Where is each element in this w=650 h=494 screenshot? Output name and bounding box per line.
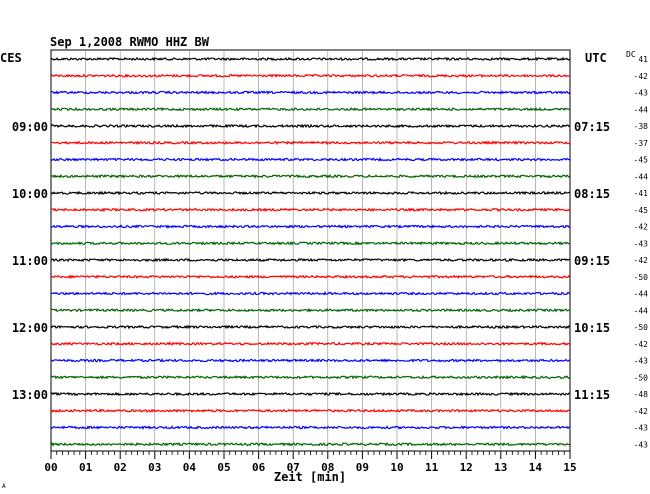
right-time-label: 09:15 bbox=[574, 254, 610, 268]
left-time-label: 09:00 bbox=[12, 120, 48, 134]
seismic-traces bbox=[50, 56, 571, 447]
right-axis-label: UTC bbox=[585, 51, 607, 65]
x-tick-label: 08 bbox=[321, 461, 334, 474]
left-time-label: 13:00 bbox=[12, 388, 48, 402]
trace-line bbox=[50, 374, 571, 380]
left-axis-label: CES bbox=[0, 51, 22, 65]
right-time-label: 08:15 bbox=[574, 187, 610, 201]
x-tick-label: 14 bbox=[529, 461, 543, 474]
dc-offset-label: -43 bbox=[634, 440, 649, 449]
right-time-label: 11:15 bbox=[574, 388, 610, 402]
x-axis-label: Zeit [min] bbox=[274, 470, 346, 484]
dc-offset-label: -43 bbox=[634, 424, 649, 433]
trace-line bbox=[50, 207, 571, 213]
x-tick-label: 15 bbox=[563, 461, 576, 474]
trace-line bbox=[50, 140, 571, 146]
plot-grid bbox=[50, 49, 571, 459]
dc-offset-label: -42 bbox=[634, 223, 649, 232]
trace-line bbox=[50, 307, 571, 313]
trace-line bbox=[50, 190, 571, 196]
trace-line bbox=[50, 90, 571, 95]
dc-offset-label: -44 bbox=[634, 290, 649, 299]
trace-line bbox=[50, 408, 571, 414]
dc-offset-label: -42 bbox=[634, 340, 649, 349]
trace-line bbox=[50, 73, 571, 79]
dc-offset-label: -44 bbox=[634, 105, 649, 114]
x-tick-label: 11 bbox=[425, 461, 439, 474]
x-tick-label: 07 bbox=[287, 461, 300, 474]
dc-offset-label: -43 bbox=[634, 89, 649, 98]
x-tick-label: 01 bbox=[79, 461, 93, 474]
trace-line bbox=[50, 224, 571, 229]
trace-line bbox=[50, 123, 570, 129]
trace-line bbox=[50, 425, 571, 430]
dc-offset-label: -45 bbox=[634, 206, 649, 215]
trace-line bbox=[50, 173, 571, 179]
x-tick-label: 04 bbox=[183, 461, 197, 474]
trace-line bbox=[50, 341, 571, 346]
dc-offset-label: -43 bbox=[634, 239, 649, 248]
left-time-label: 10:00 bbox=[12, 187, 48, 201]
trace-line bbox=[50, 441, 571, 447]
trace-line bbox=[50, 240, 571, 246]
x-tick-label: 09 bbox=[356, 461, 369, 474]
x-tick-label: 02 bbox=[114, 461, 127, 474]
corner-mark: A bbox=[2, 483, 6, 490]
dc-offset-label: -38 bbox=[634, 122, 649, 131]
dc-offset-label: -45 bbox=[634, 156, 649, 165]
dc-offset-label: -44 bbox=[634, 306, 649, 315]
right-time-label: 07:15 bbox=[574, 120, 610, 134]
dc-offset-label: -43 bbox=[634, 357, 649, 366]
dc-offset-label: -37 bbox=[634, 139, 649, 148]
trace-line bbox=[50, 324, 571, 330]
x-tick-label: 12 bbox=[460, 461, 473, 474]
x-tick-label: 13 bbox=[494, 461, 507, 474]
trace-line bbox=[50, 157, 571, 162]
trace-line bbox=[50, 56, 571, 62]
x-tick-label: 06 bbox=[252, 461, 266, 474]
dc-offset-label: -50 bbox=[634, 273, 649, 282]
dc-offset-label: -42 bbox=[634, 407, 649, 416]
left-time-label: 12:00 bbox=[12, 321, 48, 335]
dc-offset-label: 41 bbox=[638, 55, 648, 64]
dc-offset-label: -42 bbox=[634, 72, 649, 81]
trace-line bbox=[50, 358, 571, 363]
dc-offset-label: -44 bbox=[634, 172, 649, 181]
trace-line bbox=[50, 106, 571, 112]
x-tick-label: 05 bbox=[217, 461, 230, 474]
right-time-label: 10:15 bbox=[574, 321, 610, 335]
x-tick-label: 00 bbox=[44, 461, 57, 474]
chart-title: Sep 1,2008 RWMO HHZ BW bbox=[50, 35, 210, 49]
left-time-label: 11:00 bbox=[12, 254, 48, 268]
trace-line bbox=[50, 291, 571, 296]
dc-offset-label: -50 bbox=[634, 373, 649, 382]
trace-line bbox=[50, 274, 571, 280]
dc-offset-label: -42 bbox=[634, 256, 649, 265]
dc-label: DC bbox=[626, 50, 636, 59]
plot-labels: Sep 1,2008 RWMO HHZ BW CES UTC DC Zeit [… bbox=[0, 35, 648, 490]
trace-line bbox=[50, 257, 571, 263]
x-tick-label: 03 bbox=[148, 461, 161, 474]
trace-line bbox=[50, 391, 571, 397]
dc-offset-label: -41 bbox=[634, 189, 649, 198]
dc-offset-label: -48 bbox=[634, 390, 649, 399]
x-tick-label: 10 bbox=[390, 461, 403, 474]
dc-offset-label: -50 bbox=[634, 323, 649, 332]
